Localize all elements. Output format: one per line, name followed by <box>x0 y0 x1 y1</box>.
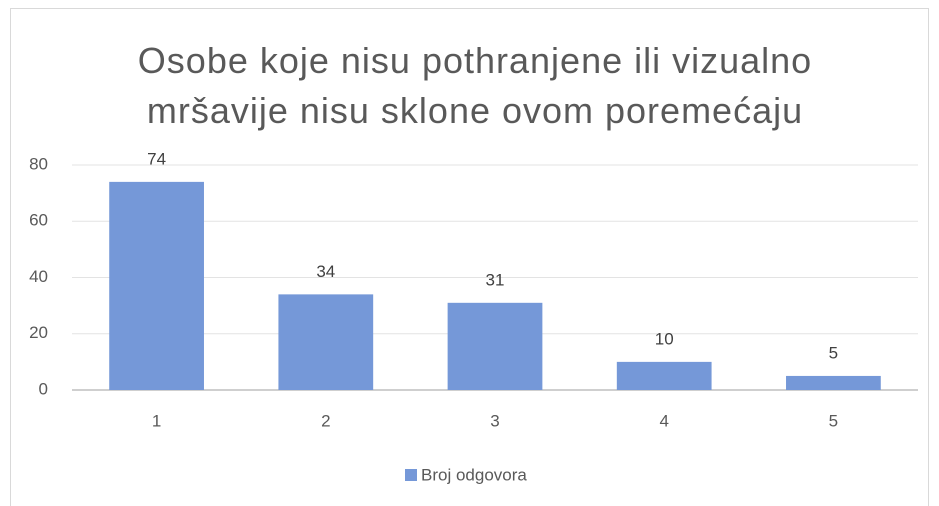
bar <box>447 302 543 390</box>
data-label: 34 <box>316 262 335 281</box>
x-tick-label: 2 <box>321 411 330 430</box>
data-label: 10 <box>655 329 674 348</box>
y-tick-label: 20 <box>29 323 48 342</box>
x-tick-label: 5 <box>829 411 838 430</box>
y-tick-label: 80 <box>29 154 48 173</box>
y-tick-label: 40 <box>29 267 48 286</box>
y-tick-label: 60 <box>29 211 48 230</box>
bar <box>109 181 204 390</box>
data-label: 74 <box>147 149 166 168</box>
legend-label: Broj odgovora <box>421 465 527 484</box>
x-tick-label: 1 <box>152 411 161 430</box>
bar <box>786 375 881 390</box>
bar <box>278 294 374 390</box>
data-label: 5 <box>829 343 838 362</box>
chart-title: Osobe koje nisu pothranjene ili vizualno… <box>137 40 813 131</box>
chart-border <box>10 8 929 506</box>
x-tick-label: 4 <box>659 411 668 430</box>
bar <box>616 361 712 390</box>
x-tick-label: 3 <box>490 411 499 430</box>
data-label: 31 <box>486 270 505 289</box>
y-tick-label: 0 <box>39 379 48 398</box>
legend-swatch <box>405 469 417 481</box>
